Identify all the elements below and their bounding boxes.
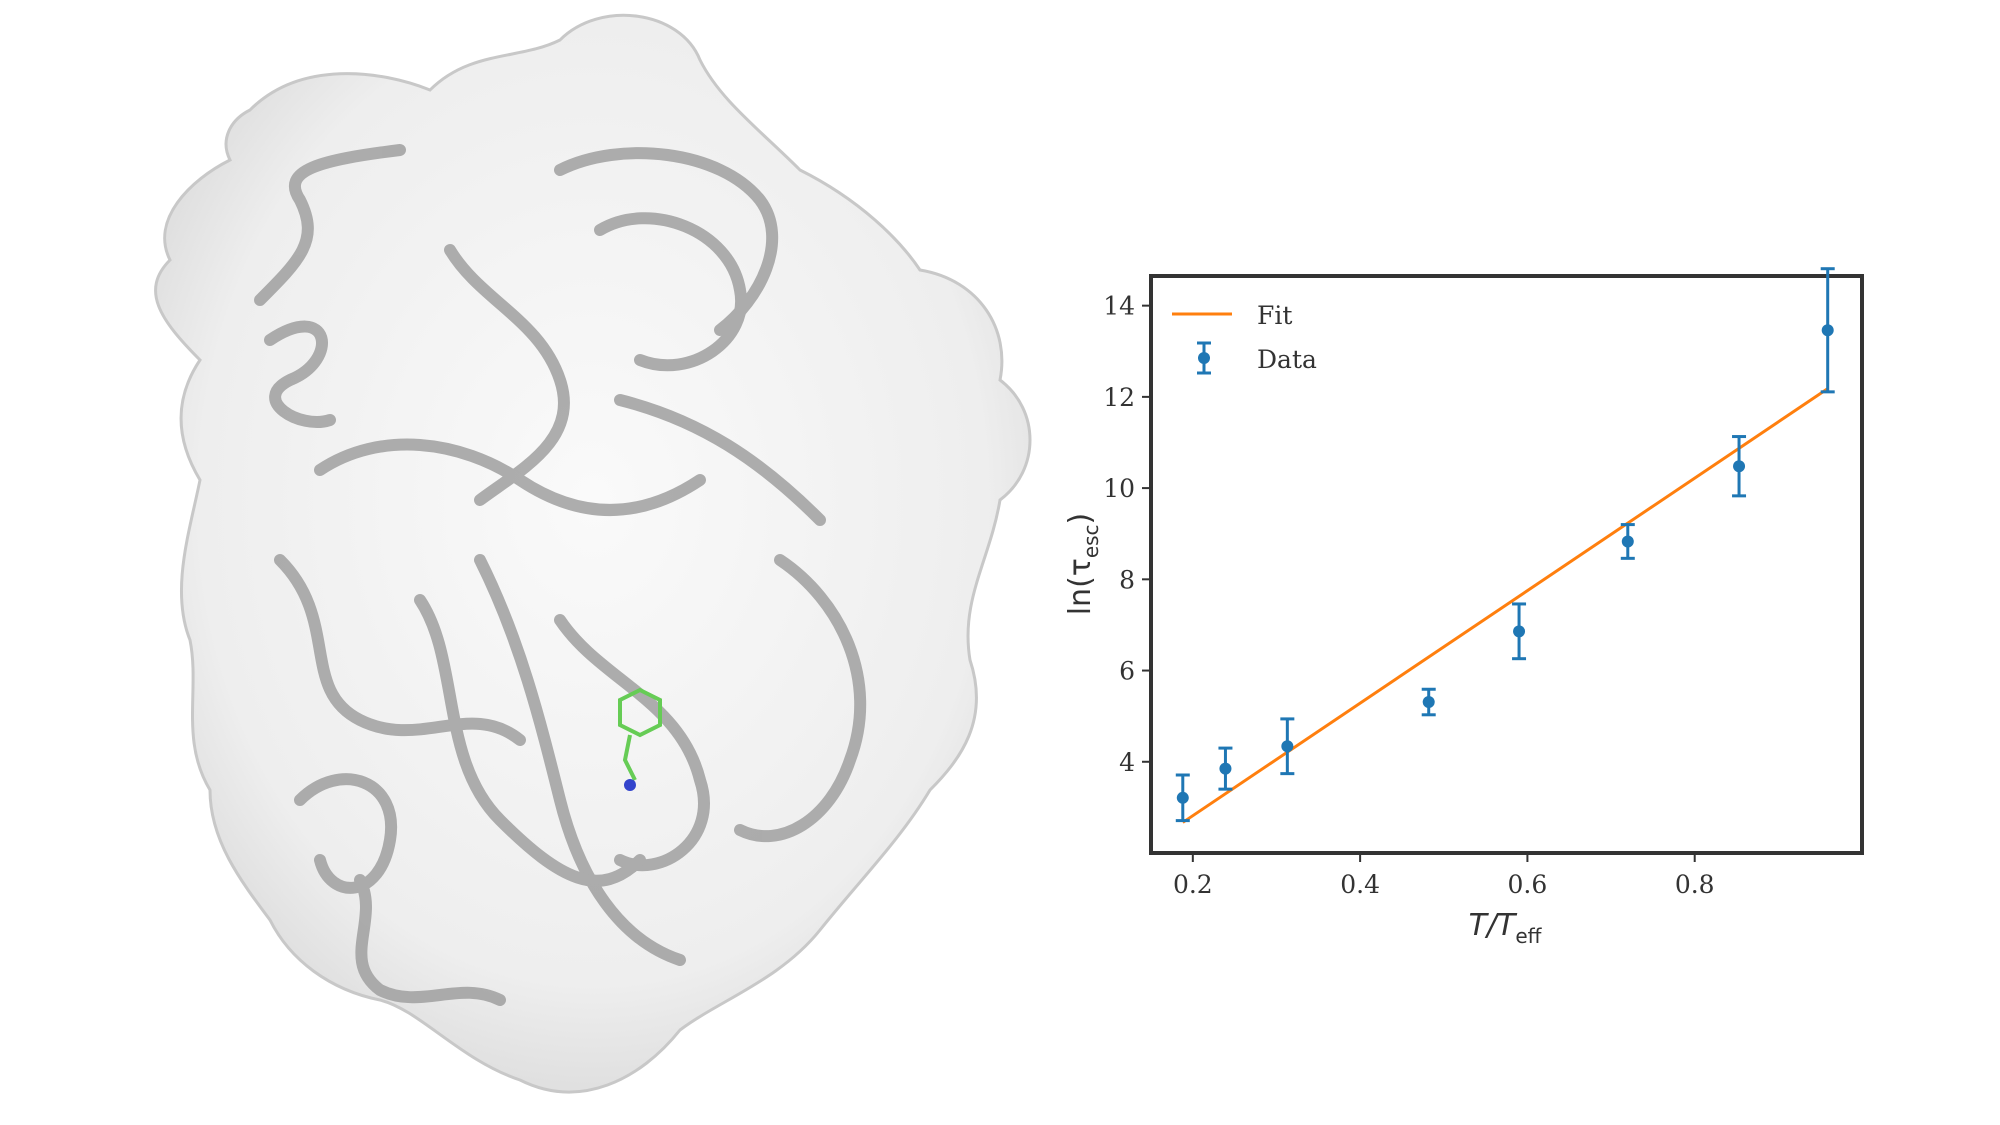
legend: Fit Data bbox=[1172, 301, 1317, 375]
data-point bbox=[1219, 762, 1232, 775]
x-tick-label: 0.6 bbox=[1508, 870, 1548, 899]
data-point bbox=[1422, 696, 1435, 709]
ligand-nitrogen-atom bbox=[624, 779, 636, 791]
data-point bbox=[1821, 324, 1834, 337]
x-tick-label: 0.4 bbox=[1340, 870, 1380, 899]
data-point-group bbox=[1620, 523, 1635, 560]
data-point bbox=[1281, 740, 1294, 753]
data-point-group bbox=[1280, 717, 1295, 776]
ligand bbox=[618, 687, 662, 781]
legend-fit-label: Fit bbox=[1257, 301, 1292, 330]
axes-frame bbox=[1149, 274, 1864, 855]
y-tick-label: 8 bbox=[1119, 565, 1135, 594]
y-tick-label: 14 bbox=[1103, 292, 1135, 321]
protein-ribbons bbox=[254, 144, 867, 1006]
y-tick-label: 4 bbox=[1119, 748, 1135, 777]
x-axis-label: T/Teff bbox=[1469, 908, 1543, 948]
data-point-group bbox=[1732, 435, 1747, 498]
y-tick-label: 10 bbox=[1103, 474, 1135, 503]
data-point-group bbox=[1820, 267, 1835, 394]
y-tick-label: 12 bbox=[1103, 383, 1135, 412]
data-point-group bbox=[1175, 773, 1190, 823]
protein-structure-rendering bbox=[154, 13, 1032, 1094]
data-point bbox=[1176, 791, 1189, 804]
x-tick-label: 0.8 bbox=[1675, 870, 1715, 899]
data-point-group bbox=[1421, 687, 1436, 717]
data-point bbox=[1513, 625, 1526, 638]
y-axis-label: ln(τesc) bbox=[1063, 513, 1103, 616]
data-point bbox=[1733, 460, 1746, 473]
legend-data-swatch bbox=[1197, 341, 1211, 375]
data-point bbox=[1621, 535, 1634, 548]
x-tick-label: 0.2 bbox=[1173, 870, 1213, 899]
y-tick-label: 6 bbox=[1119, 657, 1135, 686]
legend-data-label: Data bbox=[1257, 345, 1317, 374]
data-point-group bbox=[1218, 746, 1233, 791]
data-point-group bbox=[1512, 602, 1527, 661]
